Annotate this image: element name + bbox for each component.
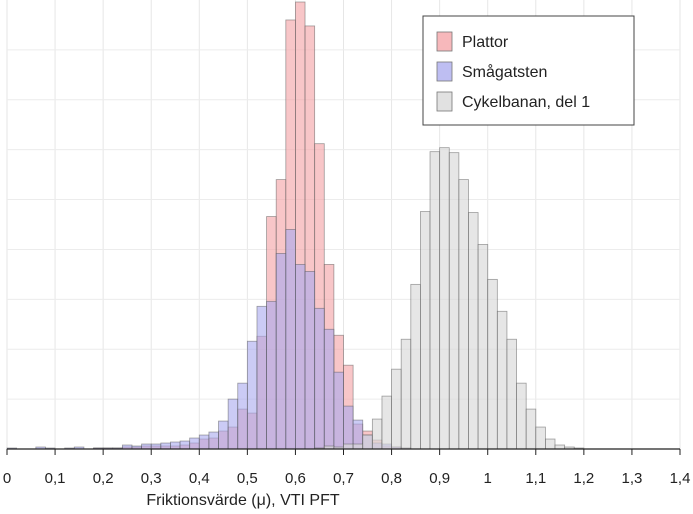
x-tick-label: 0,8 [381, 470, 402, 487]
bar [333, 371, 344, 450]
bar [545, 438, 556, 450]
bar [314, 307, 325, 450]
x-tick-labels: 0 0,1 0,2 0,3 0,4 0,5 0,6 0,7 0,8 0,9 1 1,1 1,2 1,3 1,… [3, 470, 691, 487]
x-tick-label: 1,4 [670, 470, 691, 487]
bar [468, 212, 479, 450]
bar [304, 270, 316, 450]
x-tick-label: 0 [3, 470, 11, 487]
bar [352, 443, 364, 450]
bar [535, 426, 546, 450]
x-tick-label: 0,7 [333, 470, 354, 487]
bar [487, 278, 498, 450]
bar [448, 152, 460, 450]
bar [496, 310, 508, 450]
bar [371, 418, 383, 450]
bar [198, 434, 210, 450]
bar [266, 300, 277, 450]
x-tick-label: 0,1 [45, 470, 66, 487]
bar [141, 443, 152, 450]
x-tick-label: 1,1 [525, 470, 546, 487]
series-1 [6, 229, 412, 450]
bar [343, 443, 354, 450]
bar [391, 368, 402, 450]
legend-label: Smågatsten [462, 63, 547, 81]
bar [420, 211, 431, 450]
bar [160, 442, 171, 450]
x-tick-label: 0,6 [285, 470, 306, 487]
x-tick-label: 1 [484, 470, 492, 487]
axes [6, 448, 681, 455]
series-2 [314, 147, 585, 450]
legend-label: Cykelbanan, del 1 [462, 94, 590, 111]
bar [525, 408, 537, 450]
x-tick-label: 0,5 [237, 470, 258, 487]
bar [189, 437, 200, 450]
bar [381, 395, 392, 450]
bar [362, 434, 373, 450]
bar [439, 147, 450, 450]
bar [275, 253, 287, 450]
bar [429, 151, 441, 450]
bar [256, 305, 267, 450]
legend-swatch [436, 91, 453, 112]
bar [208, 431, 219, 450]
x-tick-label: 1,3 [621, 470, 642, 487]
bar [458, 179, 469, 450]
x-tick-label: 0,3 [141, 470, 162, 487]
bar [218, 420, 229, 450]
bar [343, 405, 354, 450]
bar [170, 441, 181, 450]
bar [227, 398, 239, 450]
bar [506, 338, 517, 450]
legend-label: Plattor [462, 34, 509, 51]
bar [150, 443, 162, 450]
x-tick-label: 0,4 [189, 470, 210, 487]
legend-swatch [436, 31, 453, 52]
bar [285, 229, 296, 450]
bar [516, 382, 527, 450]
bar [323, 328, 335, 450]
bar [179, 440, 191, 450]
legend-swatch [436, 61, 453, 82]
x-tick-label: 0,2 [93, 470, 114, 487]
legend: Plattor Smågatsten Cykelbanan, del 1 [422, 15, 635, 126]
bar [477, 244, 489, 450]
x-tick-label: 0,9 [429, 470, 450, 487]
x-tick-label: 1,2 [573, 470, 594, 487]
bar [237, 382, 248, 450]
bar [246, 340, 258, 450]
bar [400, 338, 412, 450]
legend-box [422, 15, 635, 126]
x-axis-label: Friktionsvärde (μ), VTI PFT [146, 492, 339, 509]
bar [410, 283, 421, 450]
bar [295, 264, 306, 450]
